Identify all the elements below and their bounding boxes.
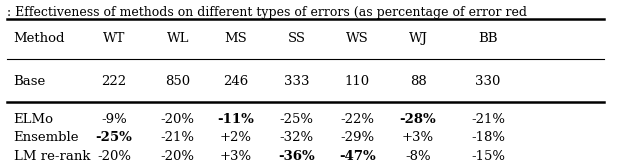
Text: 88: 88 [410,75,426,88]
Text: -21%: -21% [471,113,505,126]
Text: WL: WL [166,32,189,45]
Text: +3%: +3% [402,131,434,144]
Text: -25%: -25% [280,113,314,126]
Text: Method: Method [13,32,65,45]
Text: -18%: -18% [471,131,505,144]
Text: -8%: -8% [405,150,431,163]
Text: WS: WS [346,32,369,45]
Text: -20%: -20% [97,150,131,163]
Text: 246: 246 [223,75,248,88]
Text: WJ: WJ [408,32,428,45]
Text: -9%: -9% [101,113,127,126]
Text: -36%: -36% [278,150,315,163]
Text: +3%: +3% [220,150,252,163]
Text: -32%: -32% [279,131,314,144]
Text: -22%: -22% [340,113,374,126]
Text: -28%: -28% [399,113,436,126]
Text: 222: 222 [101,75,127,88]
Text: -29%: -29% [340,131,374,144]
Text: -21%: -21% [161,131,195,144]
Text: Base: Base [13,75,46,88]
Text: BB: BB [478,32,498,45]
Text: MS: MS [224,32,247,45]
Text: : Effectiveness of methods on different types of errors (as percentage of error : : Effectiveness of methods on different … [8,6,527,19]
Text: 333: 333 [284,75,309,88]
Text: 850: 850 [165,75,190,88]
Text: -20%: -20% [161,113,195,126]
Text: WT: WT [103,32,125,45]
Text: -47%: -47% [339,150,376,163]
Text: LM re-rank: LM re-rank [13,150,90,163]
Text: -20%: -20% [161,150,195,163]
Text: Ensemble: Ensemble [13,131,79,144]
Text: 110: 110 [345,75,370,88]
Text: ELMo: ELMo [13,113,54,126]
Text: +2%: +2% [220,131,252,144]
Text: 330: 330 [476,75,500,88]
Text: SS: SS [287,32,305,45]
Text: -25%: -25% [95,131,132,144]
Text: -15%: -15% [471,150,505,163]
Text: -11%: -11% [217,113,254,126]
